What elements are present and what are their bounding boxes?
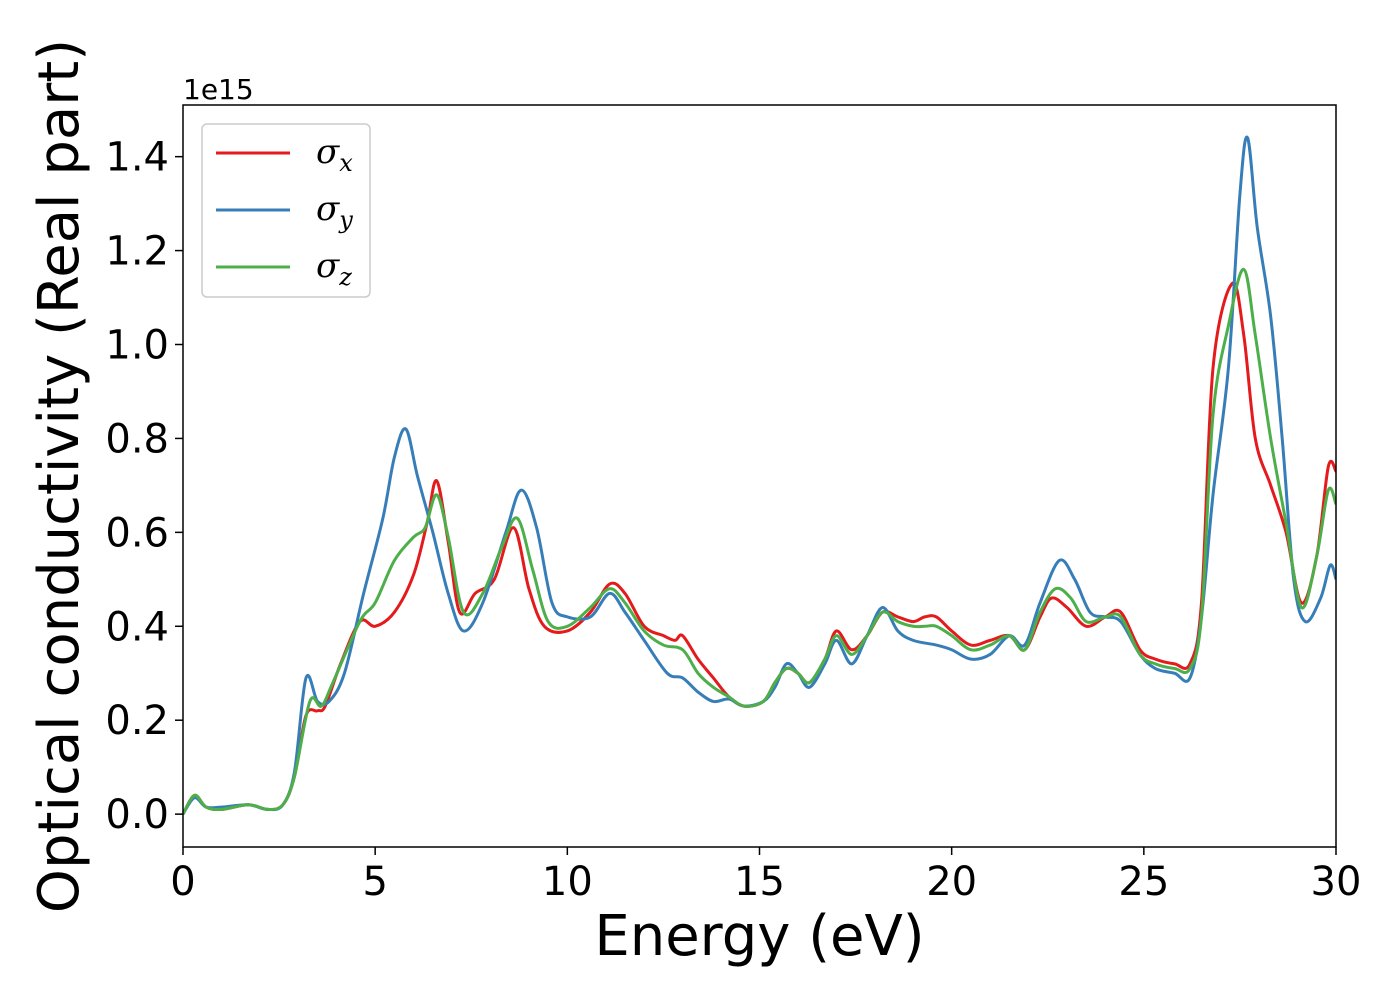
- x-tick-label: 15: [734, 859, 785, 905]
- y-tick-label: 0.4: [105, 604, 169, 650]
- y-tick-label: 1.0: [105, 323, 169, 369]
- x-tick-label: 30: [1311, 859, 1362, 905]
- x-tick-label: 10: [542, 859, 593, 905]
- y-tick-label: 1.2: [105, 229, 169, 275]
- series-line-x: [183, 281, 1336, 815]
- series-layer: [183, 135, 1336, 815]
- y-tick-label: 1.4: [105, 135, 169, 181]
- x-axis-title: Energy (eV): [594, 904, 924, 969]
- x-axis-ticks: 0 5 10 15 20 25 30: [170, 847, 1361, 905]
- y-axis-ticks: 0.0 0.2 0.4 0.6 0.8 1.0 1.2 1.4: [105, 135, 183, 838]
- y-tick-label: 0.2: [105, 698, 169, 744]
- y-tick-label: 0.0: [105, 792, 169, 838]
- legend-label-x: σx: [316, 132, 353, 177]
- series-line-z: [183, 267, 1336, 815]
- x-tick-label: 25: [1118, 859, 1169, 905]
- x-tick-label: 0: [170, 859, 195, 905]
- x-tick-label: 5: [362, 859, 387, 905]
- y-tick-label: 0.8: [105, 416, 169, 462]
- legend-label-z: σz: [316, 246, 352, 291]
- y-tick-label: 0.6: [105, 510, 169, 556]
- y-offset-label: 1e15: [183, 73, 254, 106]
- legend: σx σy σz: [201, 123, 371, 298]
- y-axis-title: Optical conductivity (Real part): [27, 39, 92, 913]
- x-tick-label: 20: [926, 859, 977, 905]
- legend-label-y: σy: [316, 189, 353, 234]
